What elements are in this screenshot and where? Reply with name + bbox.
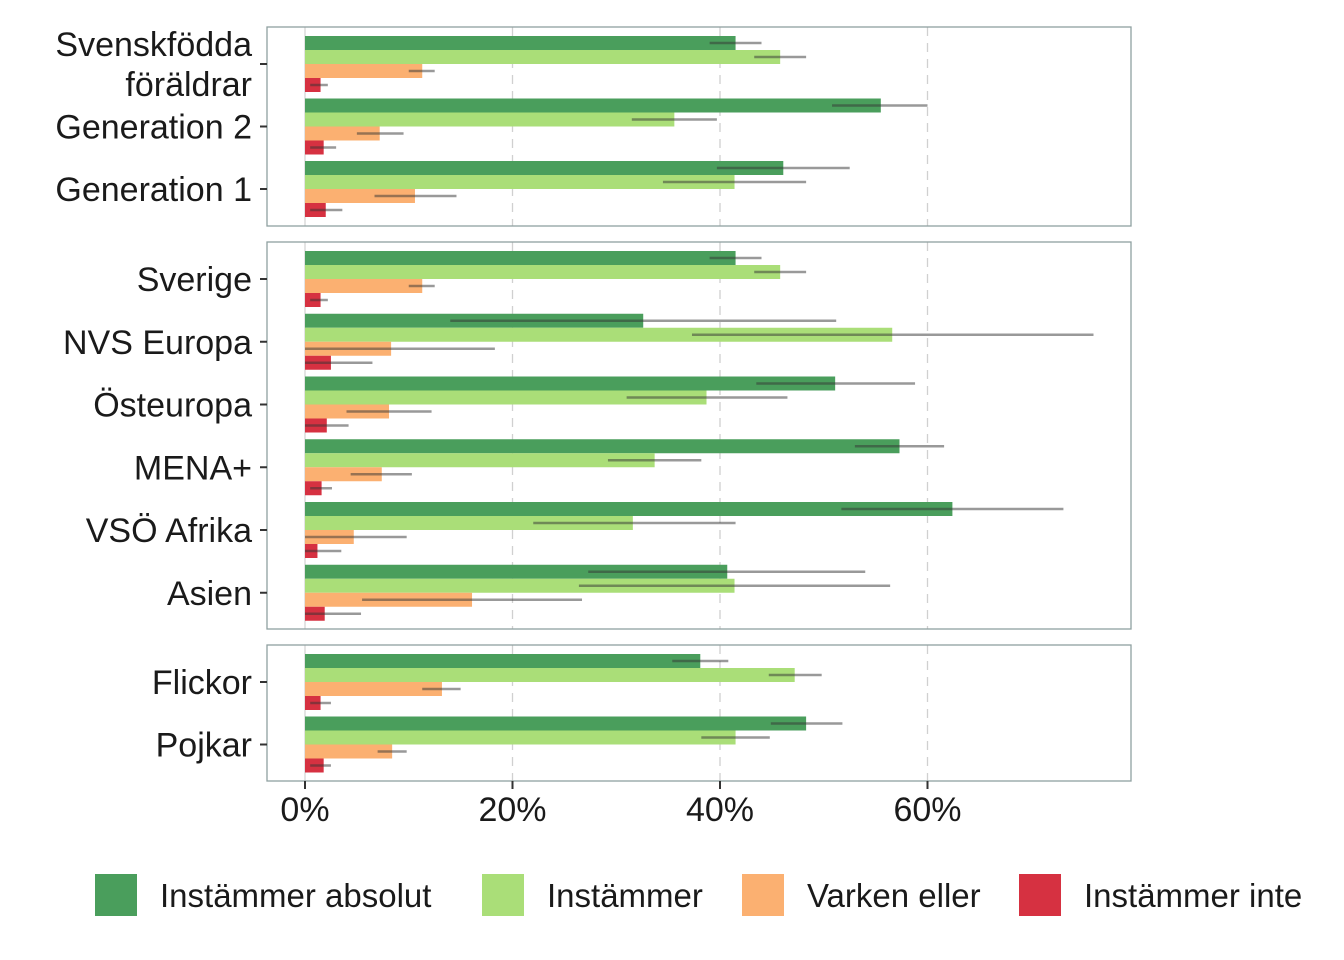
category-label: NVS Europa — [63, 324, 252, 362]
legend: Instämmer absolut Instämmer Varken eller In… — [95, 874, 1302, 916]
bar — [305, 564, 728, 579]
legend-label: Varken eller — [807, 877, 981, 914]
panel-2 — [266, 241, 1132, 630]
category-group — [305, 502, 1064, 558]
category-group — [305, 654, 822, 710]
category-label: Generation 2 — [55, 109, 252, 147]
legend-swatch — [95, 874, 137, 916]
bar — [305, 327, 893, 342]
category-group — [305, 716, 843, 773]
panel-border — [266, 241, 1132, 630]
bar — [305, 175, 735, 189]
x-tick-label: 60% — [893, 791, 961, 829]
category-group — [305, 161, 850, 217]
bar — [305, 439, 900, 454]
bar — [305, 126, 380, 141]
bar — [305, 730, 736, 745]
bar — [305, 390, 707, 405]
bar — [305, 161, 784, 175]
x-tick-label: 0% — [280, 791, 329, 829]
panel-3 — [266, 644, 1132, 782]
category-label: Svenskfödda — [55, 26, 252, 64]
category-group — [305, 376, 916, 433]
bar — [305, 189, 415, 203]
category-label: Östeuropa — [93, 387, 252, 425]
bar — [305, 112, 675, 127]
bar — [305, 516, 633, 530]
category-label: Pojkar — [156, 727, 252, 765]
bar — [305, 279, 423, 293]
legend-label: Instämmer inte — [1084, 877, 1302, 914]
legend-swatch — [482, 874, 524, 916]
bar — [305, 98, 881, 113]
category-group — [305, 439, 945, 496]
category-group — [305, 36, 807, 92]
bar — [305, 467, 382, 482]
category-label: föräldrar — [125, 66, 252, 104]
bar — [305, 578, 735, 593]
panel-1 — [266, 26, 1132, 227]
bar — [305, 453, 655, 468]
category-group — [305, 564, 891, 621]
bar — [305, 654, 701, 668]
category-label: Flickor — [152, 664, 252, 702]
bar — [305, 36, 736, 50]
bar — [305, 50, 781, 64]
category-label: Generation 1 — [55, 171, 252, 209]
legend-label: Instämmer absolut — [160, 877, 431, 914]
category-label: Asien — [167, 575, 252, 613]
legend-swatch — [742, 874, 784, 916]
category-group — [305, 251, 807, 307]
panel-border — [266, 644, 1132, 782]
category-label: Sverige — [137, 261, 252, 299]
legend-label: Instämmer — [547, 877, 703, 914]
bar — [305, 744, 393, 759]
bar — [305, 716, 807, 731]
category-label: VSÖ Afrika — [86, 512, 252, 550]
bar — [305, 64, 423, 78]
bar — [305, 502, 953, 516]
category-group — [305, 98, 928, 155]
bar — [305, 668, 795, 682]
bar — [305, 265, 781, 279]
bar — [305, 682, 442, 696]
category-group — [305, 313, 1094, 370]
bar — [305, 376, 836, 391]
legend-swatch — [1019, 874, 1061, 916]
x-tick-label: 40% — [686, 791, 754, 829]
category-label: MENA+ — [134, 449, 252, 487]
bar — [305, 251, 736, 265]
x-tick-label: 20% — [478, 791, 546, 829]
